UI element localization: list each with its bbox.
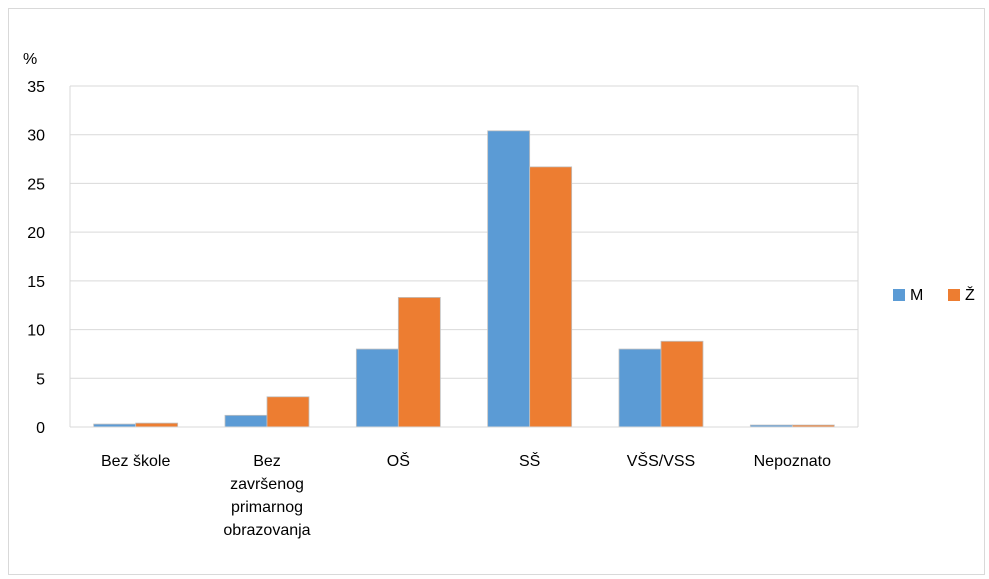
- y-tick-label: 20: [27, 225, 45, 242]
- y-tick-label: 5: [36, 371, 45, 388]
- x-category-label: Bez: [253, 453, 281, 470]
- legend-label: Ž: [965, 285, 975, 304]
- bar-ž: [529, 166, 573, 428]
- bar-m: [487, 130, 531, 428]
- bar-m: [224, 414, 268, 428]
- y-axis-unit: %: [23, 51, 37, 68]
- x-category-label: SŠ: [519, 451, 540, 470]
- bar-ž: [660, 340, 704, 428]
- x-category-label: Bez škole: [101, 453, 170, 470]
- x-category-label: obrazovanja: [223, 522, 310, 539]
- legend-label: M: [910, 287, 923, 304]
- bar-ž: [135, 422, 179, 428]
- bar-m: [355, 348, 399, 428]
- y-tick-label: 30: [27, 128, 45, 145]
- bar-ž: [397, 297, 441, 428]
- legend-swatch-ž: [948, 289, 960, 301]
- x-category-label: završenog: [230, 476, 304, 493]
- legend-swatch-m: [893, 289, 905, 301]
- x-category-label: Nepoznato: [754, 453, 831, 470]
- y-tick-label: 25: [27, 176, 45, 193]
- bar-m: [618, 348, 662, 428]
- y-tick-label: 0: [36, 420, 45, 437]
- x-category-label: VŠS/VSS: [627, 451, 695, 470]
- x-category-label: OŠ: [387, 451, 410, 470]
- x-category-label: primarnog: [231, 499, 303, 516]
- y-tick-label: 35: [27, 79, 45, 96]
- y-tick-label: 10: [27, 323, 45, 340]
- y-tick-label: 15: [27, 274, 45, 291]
- bar-ž: [266, 396, 310, 428]
